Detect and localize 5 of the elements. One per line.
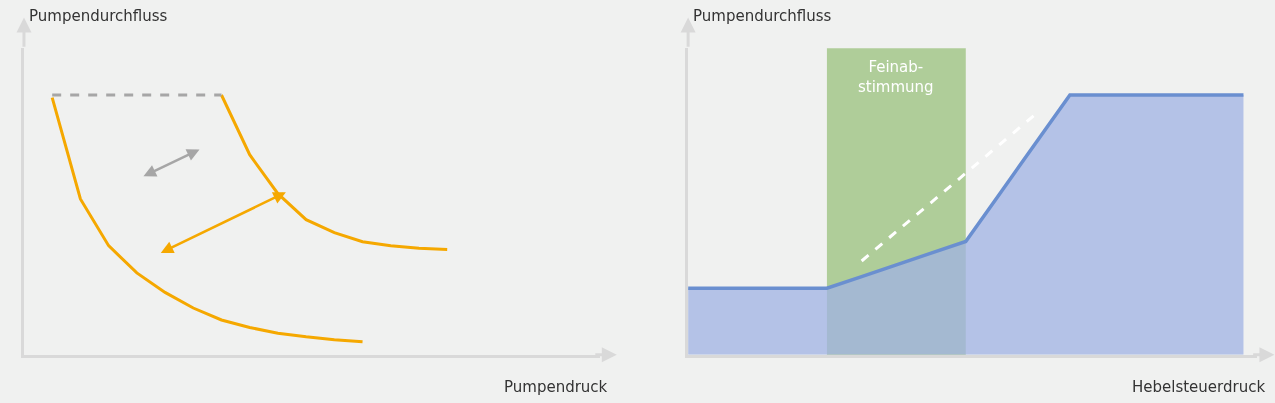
annotation: Feinab- stimmung: [858, 58, 934, 96]
x-axis-title: Hebelsteuerdruck: [1132, 378, 1266, 396]
y-axis-title: Pumpendurchfluss: [29, 7, 168, 25]
x-axis-title: Pumpendruck: [504, 378, 608, 396]
y-axis-title: Pumpendurchfluss: [693, 7, 832, 25]
